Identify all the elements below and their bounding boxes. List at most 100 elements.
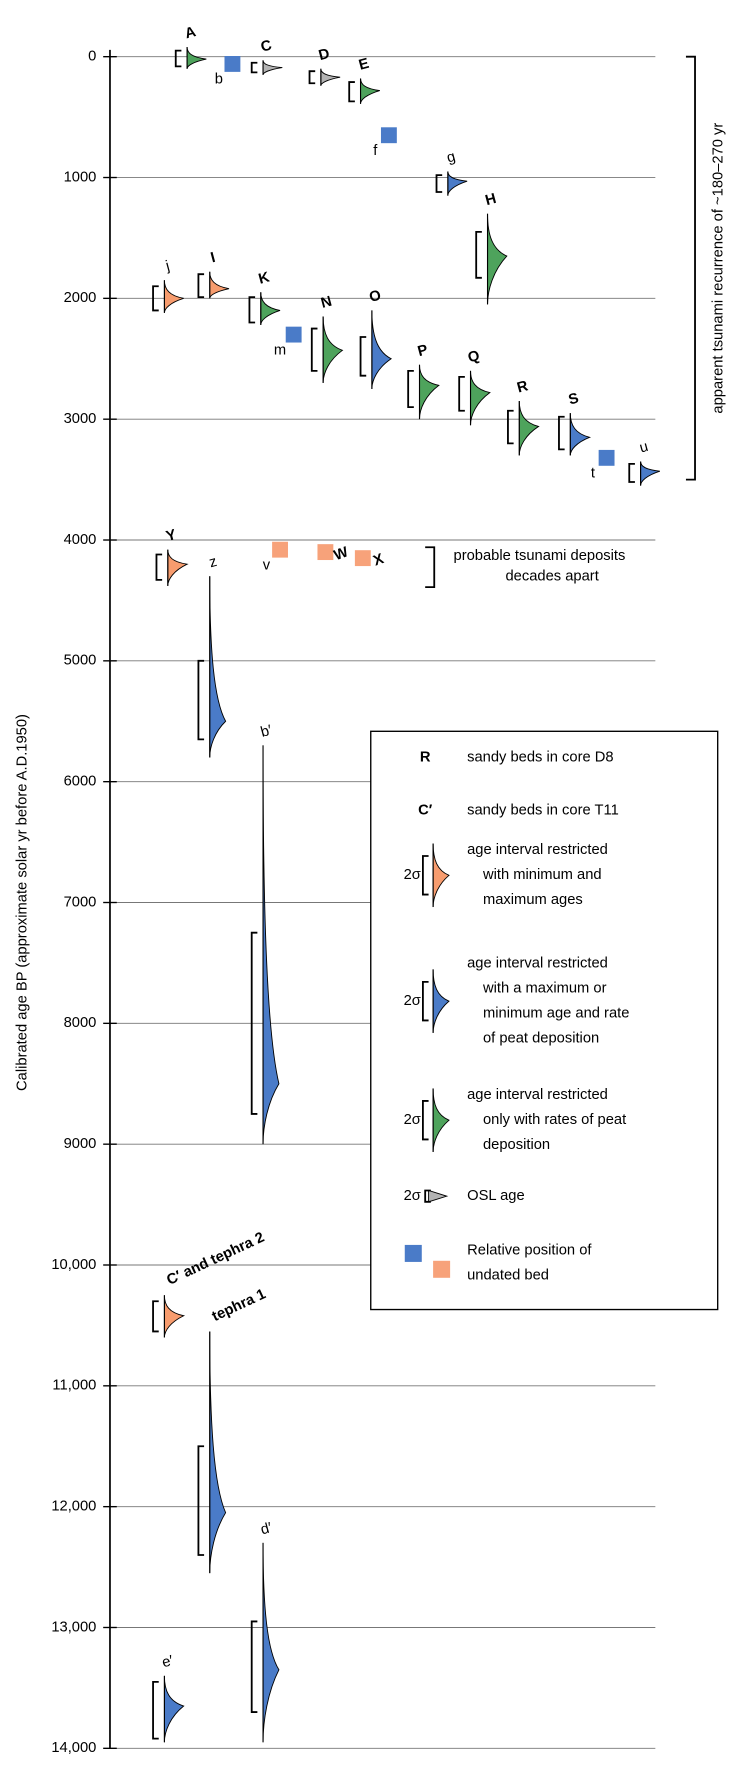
age-distribution [163,1295,186,1338]
age-bracket [248,296,256,324]
y-tick-label: 5000 [64,653,97,669]
y-tick-label: 8000 [64,1015,97,1031]
age-bracket [308,70,316,85]
legend-text: OSL age [467,1188,525,1204]
age-bracket [407,369,414,409]
age-distribution [320,68,341,86]
age-bracket [152,1300,159,1333]
age-distribution [371,310,393,389]
y-tick-label: 13,000 [51,1619,96,1635]
bed-label: Q [466,348,481,366]
legend-symbol: C′ [418,803,433,819]
bed-label: D [317,46,332,64]
age-bracket [422,855,429,896]
y-tick-label: 4000 [64,532,97,548]
probable-label: probable tsunami deposits [454,548,626,564]
age-bracket [475,230,482,279]
age-bracket [152,285,159,312]
bed-label: S [567,390,581,408]
legend-swatch [433,1260,451,1278]
legend-text: with minimum and [482,867,602,883]
y-tick-label: 9000 [64,1136,97,1152]
bed-label: f [373,143,378,159]
y-tick-label: 10,000 [51,1257,96,1273]
age-distribution [569,413,592,456]
recurrence-bracket [685,55,696,481]
y-tick-label: 14,000 [51,1740,96,1756]
age-distribution [163,1675,185,1743]
legend-text: sandy beds in core T11 [467,803,619,819]
undated-bed [272,541,288,558]
age-bracket [250,1620,258,1713]
age-distribution [262,60,283,75]
y-tick-label: 6000 [64,774,97,790]
legend-text: with a maximum or [482,981,607,997]
sigma-label: 2σ [404,1112,421,1128]
bed-label: N [319,294,333,312]
age-distribution [167,549,189,586]
legend-swatch [404,1244,422,1262]
legend-text: maximum ages [483,892,583,908]
legend-text: of peat deposition [483,1030,599,1046]
bed-label: v [263,557,271,573]
y-tick-label: 0 [88,49,96,65]
age-distribution [432,1088,450,1152]
probable-bracket [425,546,436,589]
y-tick-label: 12,000 [51,1499,96,1515]
bed-label: e′ [160,1653,175,1671]
age-distribution [209,576,227,758]
age-bracket [155,553,163,581]
legend-icon [428,1189,449,1203]
age-bracket [250,61,258,74]
bed-label: K [257,269,272,287]
bed-label: A [183,24,198,42]
age-distribution [209,1331,227,1574]
undated-bed [285,326,302,343]
undated-bed [380,127,397,144]
age-bracket [507,409,514,445]
undated-bed [598,449,615,466]
bed-label: H [484,191,498,209]
bed-label: I [209,250,217,267]
age-distribution [322,316,344,383]
age-bracket [197,659,205,741]
y-tick-label: 3000 [64,411,97,427]
plot: 0 1000 2000 3000 4000 5000 6000 7000 8000 9000 10,… [15,24,727,1756]
age-distribution [262,745,280,1145]
age-distribution [447,171,468,196]
age-distribution [432,969,450,1033]
legend-text: only with rates of peat [483,1112,626,1128]
age-bracket [359,336,367,377]
bed-label: E [357,56,371,74]
age-distribution [186,46,207,69]
bed-label: j [163,258,171,275]
legend-text: age interval restricted [467,956,608,972]
bed-label: z [208,554,219,571]
age-bracket [250,931,258,1115]
bed-label: R [515,378,530,396]
undated-bed [317,544,334,561]
bed-label: g [445,149,457,167]
bed-label: C [259,37,274,55]
bed-label: u [638,439,650,457]
age-distribution [432,843,450,908]
legend-text: minimum age and rate [483,1006,629,1022]
age-distribution [518,401,540,456]
legend-text: deposition [483,1137,550,1153]
age-bracket [458,375,465,412]
bed-label: b [215,72,223,88]
legend-text: undated bed [467,1267,549,1283]
age-bracket [424,1189,431,1203]
age-bracket [435,174,443,193]
age-bracket [197,273,205,299]
age-distribution [419,364,440,420]
legend-text: age interval restricted [467,842,608,858]
recurrence-label: apparent tsunami recurrence of ~180–270 … [711,123,727,414]
bed-label: O [368,288,383,306]
age-distribution [470,370,491,426]
bed-label: W [332,544,351,564]
age-distribution [360,78,380,104]
legend-text: sandy beds in core D8 [467,749,613,765]
age-bracket [558,415,565,451]
